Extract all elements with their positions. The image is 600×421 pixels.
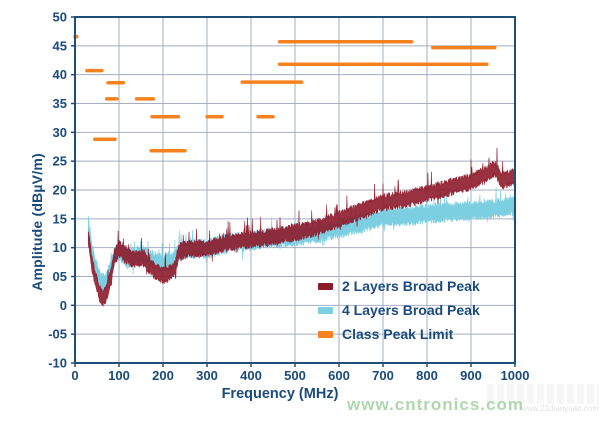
faint-stamp-watermark: www.21dianyuan.com [487,384,599,418]
legend-item-class-peak-limit: Class Peak Limit [318,322,480,346]
legend-swatch-4-layers [318,306,333,314]
y-tick-label: 40 [53,67,67,82]
y-tick-label: 20 [53,183,67,198]
y-tick-label: 30 [53,125,67,140]
x-tick-label: 600 [328,368,350,383]
legend-label-2-layers: 2 Layers Broad Peak [342,278,480,294]
legend-swatch-class-peak-limit [318,330,333,338]
y-tick-label: 0 [60,298,67,313]
y-tick-label: 50 [53,10,67,25]
x-tick-label: 500 [284,368,306,383]
x-tick-label: 900 [460,368,482,383]
chart-legend: 2 Layers Broad Peak 4 Layers Broad Peak … [318,274,480,346]
x-tick-label: 700 [372,368,394,383]
x-tick-label: 400 [240,368,262,383]
y-tick-label: -10 [48,356,67,371]
x-tick-label: 0 [71,368,78,383]
y-tick-label: 15 [53,211,67,226]
y-tick-label: 45 [53,38,67,53]
y-tick-label: 35 [53,96,67,111]
faint-stamp-glyphs [487,384,599,404]
x-tick-label: 300 [196,368,218,383]
legend-label-class-peak-limit: Class Peak Limit [342,326,454,342]
y-tick-label: 05 [53,269,67,284]
x-axis-title: Frequency (MHz) [221,386,339,402]
y-tick-label: 25 [53,154,67,169]
faint-stamp-url: www.21dianyuan.com [521,404,599,413]
x-tick-label: 800 [416,368,438,383]
legend-swatch-2-layers [318,282,333,290]
x-tick-label: 200 [152,368,174,383]
y-tick-label: -05 [48,327,67,342]
x-tick-label: 100 [108,368,130,383]
site-watermark: www.cntronics.com [347,395,524,414]
x-tick-label: 1000 [501,368,530,383]
legend-item-2-layers: 2 Layers Broad Peak [318,274,480,298]
y-axis-title: Amplitude (dBµV/m) [29,153,45,291]
legend-item-4-layers: 4 Layers Broad Peak [318,298,480,322]
y-tick-label: 10 [53,240,67,255]
legend-label-4-layers: 4 Layers Broad Peak [342,302,480,318]
